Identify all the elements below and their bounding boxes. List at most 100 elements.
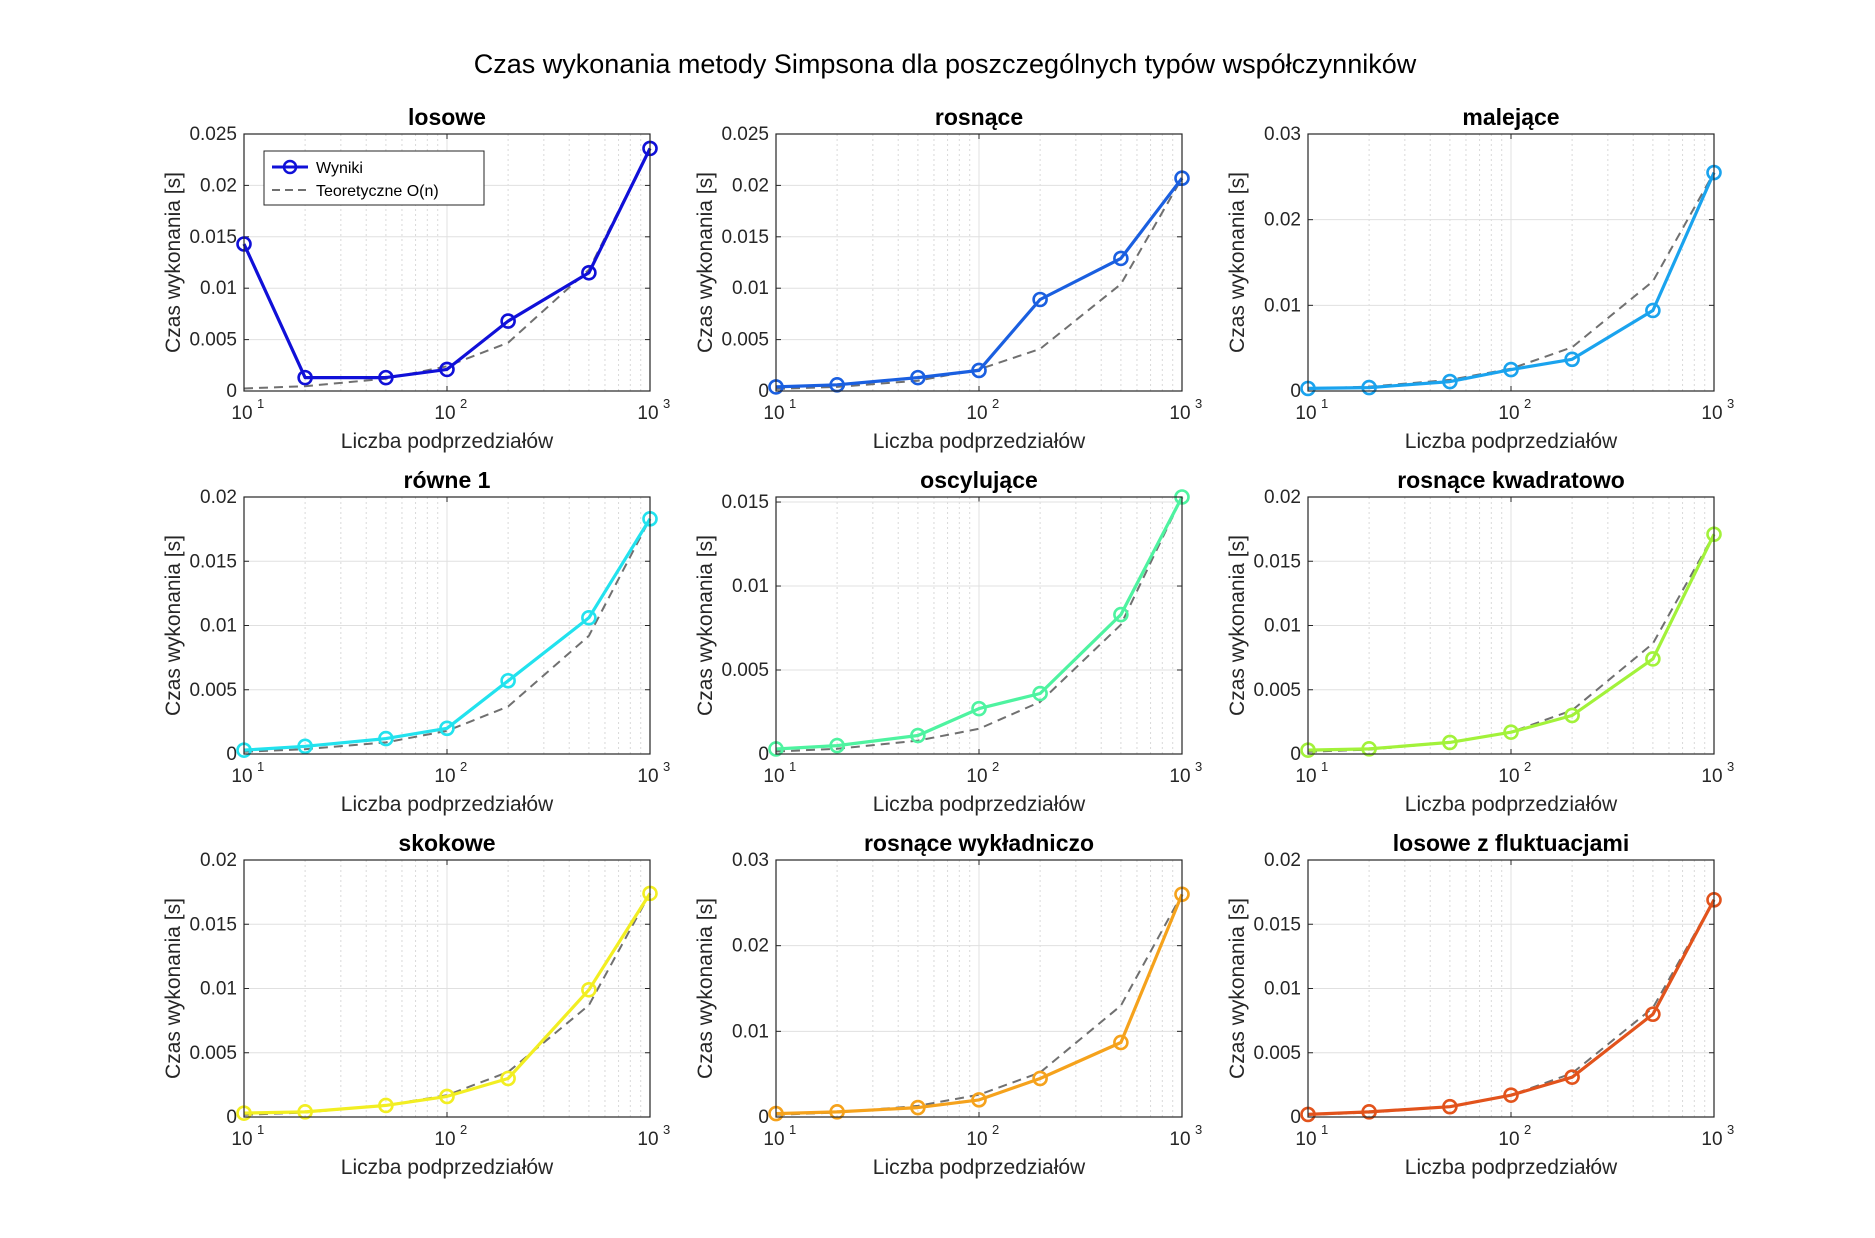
x-axis-label: Liczba podprzedziałów xyxy=(341,1156,554,1179)
y-tick-label: 0 xyxy=(758,381,769,402)
y-tick-label: 0 xyxy=(758,1107,769,1128)
series-results-line xyxy=(775,496,1184,751)
x-tick-label: 10 xyxy=(434,1129,455,1150)
panel-rosnace-kwadratowo: 10 1 10 2 10 3 0 0.005 0.01 0.015 0.02 rosnące kwad… xyxy=(1226,467,1734,816)
panel-rosnace: 10 1 10 2 10 3 0 0.005 0.01 0.015 0.02 0.025 rosnące… xyxy=(694,104,1202,453)
data-point xyxy=(1032,685,1048,702)
y-tick-label: 0.01 xyxy=(200,278,237,299)
y-tick-label: 0.02 xyxy=(1264,487,1301,508)
x-tick-label: 10 xyxy=(637,1129,658,1150)
y-axis-label: Czas wykonania [s] xyxy=(1226,898,1249,1079)
x-tick-exponent: 2 xyxy=(992,1122,999,1137)
y-tick-label: 0.005 xyxy=(1253,1043,1301,1064)
x-tick-label: 10 xyxy=(637,766,658,787)
x-tick-exponent: 2 xyxy=(460,1122,467,1137)
x-tick-label: 10 xyxy=(1295,1129,1316,1150)
subplot-grid: 10 1 10 2 10 300.0050.010.0150.020.025losoweL… xyxy=(162,104,1734,1179)
x-tick-exponent: 3 xyxy=(1195,396,1202,411)
data-point xyxy=(829,737,845,754)
x-tick-label: 10 xyxy=(231,403,252,424)
x-tick-label: 10 xyxy=(1169,1129,1190,1150)
y-tick-label: 0 xyxy=(758,744,769,765)
y-tick-label: 0.015 xyxy=(189,551,237,572)
y-tick-label: 0.025 xyxy=(189,124,237,145)
x-tick-exponent: 3 xyxy=(663,1122,670,1137)
x-tick-label: 10 xyxy=(763,766,784,787)
x-axis-label: Liczba podprzedziałów xyxy=(1405,793,1618,816)
data-point xyxy=(910,1099,926,1116)
data-point xyxy=(1564,707,1580,724)
panel-malejace: 10 1 10 2 10 3 0 0.01 0.02 0.03 malejące Liczba pod… xyxy=(1226,104,1734,453)
subplot-title: oscylujące xyxy=(920,467,1038,493)
y-tick-label: 0.03 xyxy=(1264,124,1301,145)
data-point xyxy=(297,738,313,755)
x-tick-exponent: 1 xyxy=(257,1122,264,1137)
x-tick-exponent: 1 xyxy=(789,396,796,411)
data-point xyxy=(581,609,597,626)
y-tick-label: 0.015 xyxy=(1253,551,1301,572)
data-point xyxy=(439,720,455,737)
series-theoretical-line xyxy=(775,496,1183,753)
data-point xyxy=(1032,1070,1048,1087)
data-point xyxy=(1361,379,1377,396)
y-tick-label: 0 xyxy=(226,744,237,765)
x-tick-exponent: 3 xyxy=(1195,1122,1202,1137)
data-point xyxy=(1442,734,1458,751)
y-tick-label: 0.015 xyxy=(1253,914,1301,935)
subplot-title: losowe xyxy=(408,104,486,130)
x-tick-exponent: 2 xyxy=(1524,759,1531,774)
y-tick-label: 0.01 xyxy=(200,979,237,1000)
y-tick-label: 0 xyxy=(1290,744,1301,765)
series-theoretical-line xyxy=(243,518,651,753)
data-point xyxy=(1361,1104,1377,1120)
y-tick-label: 0.02 xyxy=(200,487,237,508)
data-point xyxy=(500,313,516,329)
y-tick-label: 0.015 xyxy=(189,914,237,935)
y-tick-label: 0 xyxy=(1290,381,1301,402)
x-tick-label: 10 xyxy=(434,766,455,787)
x-axis-label: Liczba podprzedziałów xyxy=(1405,1156,1618,1179)
x-tick-exponent: 2 xyxy=(992,759,999,774)
x-tick-exponent: 2 xyxy=(992,396,999,411)
legend-theoretical-label: Teoretyczne O(n) xyxy=(316,183,439,200)
x-tick-label: 10 xyxy=(1295,403,1316,424)
y-tick-label: 0.005 xyxy=(189,1043,237,1064)
panel-rowne-1: 10 1 10 2 10 3 0 0.005 0.01 0.015 0.02 równe 1 Liczb… xyxy=(162,467,670,816)
data-point xyxy=(439,1088,455,1105)
data-point xyxy=(500,1070,516,1087)
x-tick-label: 10 xyxy=(1701,766,1722,787)
data-point xyxy=(1503,1087,1519,1103)
data-point xyxy=(1645,651,1661,667)
x-axis-label: Liczba podprzedziałów xyxy=(341,793,554,816)
series-results-line xyxy=(1307,533,1716,752)
series-results-line xyxy=(242,147,652,380)
data-point xyxy=(1361,741,1377,757)
x-axis-label: Liczba podprzedziałów xyxy=(873,430,1086,453)
subplot-title: równe 1 xyxy=(404,467,491,493)
data-point xyxy=(971,700,987,717)
y-tick-label: 0.02 xyxy=(732,936,769,957)
y-tick-label: 0.015 xyxy=(189,227,237,248)
legend: Wyniki Teoretyczne O(n) xyxy=(263,150,485,206)
data-point xyxy=(1503,361,1519,378)
series-results-line xyxy=(243,892,652,1115)
y-tick-label: 0 xyxy=(1290,1107,1301,1128)
x-tick-exponent: 2 xyxy=(460,396,467,411)
data-point xyxy=(1645,302,1661,319)
subplot-title: skokowe xyxy=(398,830,495,856)
data-point xyxy=(910,727,926,744)
legend-results-marker xyxy=(282,159,298,175)
series-results-line xyxy=(243,517,652,752)
x-tick-exponent: 2 xyxy=(460,759,467,774)
figure-title: Czas wykonania metody Simpsona dla poszc… xyxy=(474,49,1417,79)
data-point xyxy=(971,362,987,379)
panel-losowe: 10 1 10 2 10 3 0 0.005 0.01 0.015 0.02 0.025 losowe L… xyxy=(162,104,670,453)
x-tick-exponent: 3 xyxy=(1727,1122,1734,1137)
x-axis-label: Liczba podprzedziałów xyxy=(873,793,1086,816)
y-tick-label: 0.01 xyxy=(732,278,769,299)
x-tick-label: 10 xyxy=(231,1129,252,1150)
x-tick-label: 10 xyxy=(231,766,252,787)
y-tick-label: 0.005 xyxy=(721,660,769,681)
x-tick-label: 10 xyxy=(1701,403,1722,424)
